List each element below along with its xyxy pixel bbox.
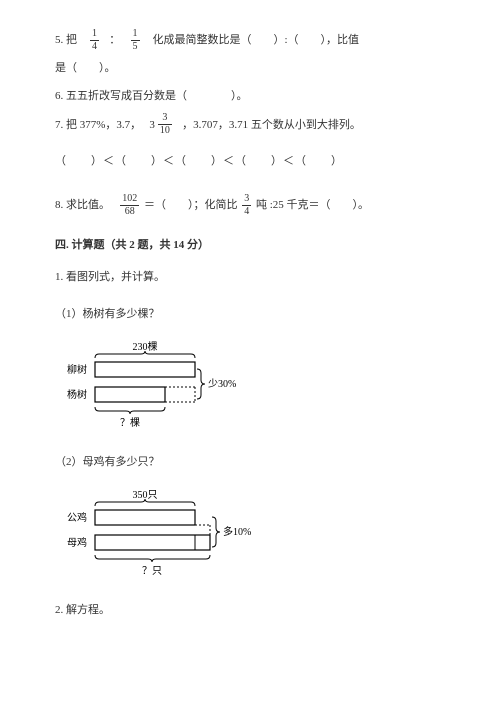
q5-frac2: 1 5: [129, 29, 142, 52]
q7-prefix: 7. 把 377%，3.7，: [55, 119, 141, 131]
question-4-1: 1. 看图列式，并计算。: [55, 265, 445, 289]
question-7-chain: （ ）＜（ ）＜（ ）＜（ ）＜（ ）: [55, 149, 445, 173]
q5-colon: ：: [109, 34, 120, 46]
q8-frac1: 102 68: [118, 194, 141, 217]
d1-bottom-label: ？棵: [120, 416, 140, 429]
q8-frac2: 3 4: [240, 194, 253, 217]
diagram-chickens: 350只 公鸡 多10% 母鸡 ？只: [65, 488, 445, 580]
question-5-line2: 是（ ）。: [55, 56, 445, 80]
q7-mixed: 3 3 10: [149, 113, 174, 137]
question-5: 5. 把 1 4 ： 1 5 化成最简整数比是（ ）:（ ），比值: [55, 28, 445, 52]
diagram-trees: 230棵 柳树 少30% 杨树 ？棵: [65, 340, 445, 432]
d2-bottom-label: ？只: [142, 566, 162, 577]
question-6: 6. 五五折改写成百分数是（ ）。: [55, 84, 445, 108]
section-4-title: 四. 计算题（共 2 题，共 14 分）: [55, 233, 445, 257]
q7-suffix: ，3.707，3.71 五个数从小到大排列。: [182, 119, 361, 131]
q8-prefix: 8. 求比值。: [55, 199, 110, 211]
d2-diff-label: 多10%: [223, 525, 251, 538]
q5-prefix: 5. 把: [55, 34, 77, 46]
question-8: 8. 求比值。 102 68 ＝（ ）；化简比 3 4 吨 :25 千克＝（ ）…: [55, 193, 445, 217]
q8-mid2: 吨 :25 千克＝（ ）。: [256, 199, 369, 211]
question-4-2: 2. 解方程。: [55, 598, 445, 622]
question-7: 7. 把 377%，3.7， 3 3 10 ，3.707，3.71 五个数从小到…: [55, 113, 445, 137]
question-4-1-1: （1）杨树有多少棵？: [55, 302, 445, 326]
q5-mid: 化成最简整数比是（ ）:（ ），比值: [153, 34, 360, 46]
d1-diff-label: 少30%: [208, 378, 236, 390]
q8-mid1: ＝（ ）；化简比: [144, 199, 240, 211]
q5-frac1: 1 4: [88, 29, 101, 52]
d2-row1-label: 公鸡: [67, 511, 87, 524]
d2-row2-label: 母鸡: [67, 536, 87, 549]
q5-suffix: 是（ ）。: [55, 62, 116, 74]
d1-row1-label: 柳树: [67, 363, 87, 376]
d1-row2-label: 杨树: [67, 388, 87, 401]
question-4-1-2: （2）母鸡有多少只？: [55, 450, 445, 474]
